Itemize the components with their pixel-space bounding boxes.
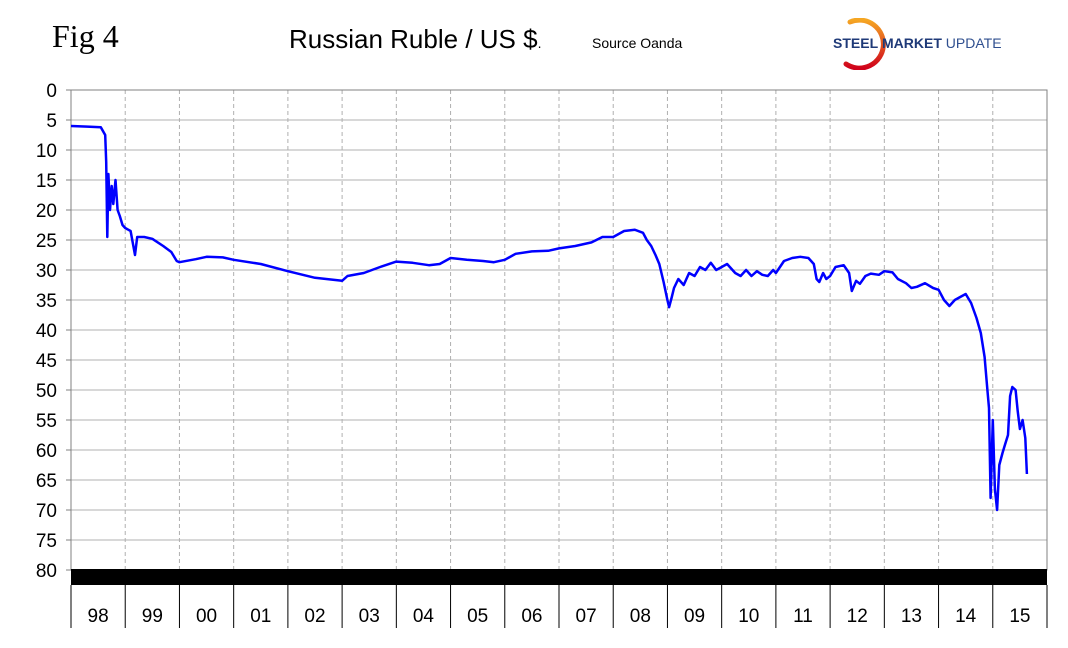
y-tick-label: 15	[36, 171, 57, 192]
y-tick-label: 20	[36, 201, 57, 222]
x-tick-label: 06	[521, 606, 542, 627]
x-tick-label: 04	[413, 606, 435, 627]
y-tick-label: 10	[36, 141, 57, 162]
y-tick-label: 70	[36, 501, 57, 522]
x-tick-label: 13	[901, 606, 922, 627]
steel-market-update-logo: STEEL MARKET UPDATE	[828, 18, 1018, 70]
logo-word-steel: STEEL	[833, 35, 879, 51]
x-tick-label: 01	[250, 606, 271, 627]
x-tick-label: 14	[955, 606, 977, 627]
y-tick-label: 35	[36, 291, 57, 312]
y-tick-label: 60	[36, 441, 57, 462]
logo-text: STEEL MARKET UPDATE	[833, 35, 1002, 51]
chart-title-suffix: .	[537, 35, 542, 51]
x-axis-year-labels: 98 99 00 01 02 03 04 05 06 07 08 09 10 11 12 13 14 15	[88, 606, 1031, 627]
x-axis-year-separators	[70, 585, 1048, 628]
y-tick-label: 75	[36, 531, 57, 552]
x-tick-label: 05	[467, 606, 488, 627]
logo-arc-icon	[843, 18, 886, 70]
ruble-usd-line	[70, 124, 1029, 512]
x-tick-label: 02	[304, 606, 325, 627]
vertical-gridlines	[124, 90, 994, 570]
chart-title-text: Russian Ruble / US $	[289, 24, 538, 54]
y-tick-label: 40	[36, 321, 57, 342]
x-tick-label: 10	[738, 606, 759, 627]
logo-word-market: MARKET	[882, 35, 942, 51]
x-tick-label: 07	[576, 606, 597, 627]
y-tick-label: 80	[36, 561, 57, 582]
y-tick-label: 30	[36, 261, 57, 282]
x-tick-label: 08	[630, 606, 651, 627]
x-axis-band	[71, 569, 1047, 585]
y-tick-label: 0	[46, 81, 57, 102]
x-tick-label: 11	[793, 606, 813, 627]
y-tick-label: 65	[36, 471, 57, 492]
x-tick-label: 03	[359, 606, 380, 627]
x-tick-label: 15	[1009, 606, 1030, 627]
x-tick-label: 98	[88, 606, 109, 627]
x-tick-label: 09	[684, 606, 705, 627]
x-tick-label: 99	[142, 606, 163, 627]
y-tick-label: 45	[36, 351, 57, 372]
x-tick-label: 12	[847, 606, 868, 627]
y-tick-label: 55	[36, 411, 57, 432]
logo-word-update: UPDATE	[945, 35, 1002, 51]
chart-title: Russian Ruble / US $.	[289, 24, 541, 55]
y-tick-label: 50	[36, 381, 57, 402]
y-axis-tick-labels: 0 5 10 15 20 25 30 35 40 45 50 55 60 65 70 75 80	[36, 81, 71, 582]
x-tick-label: 00	[196, 606, 217, 627]
y-tick-label: 25	[36, 231, 57, 252]
figure-label: Fig 4	[52, 18, 119, 54]
source-note: Source Oanda	[592, 35, 683, 51]
y-tick-label: 5	[46, 111, 57, 132]
